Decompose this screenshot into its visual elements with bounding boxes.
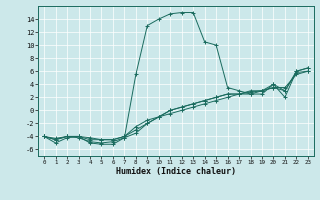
X-axis label: Humidex (Indice chaleur): Humidex (Indice chaleur) bbox=[116, 167, 236, 176]
